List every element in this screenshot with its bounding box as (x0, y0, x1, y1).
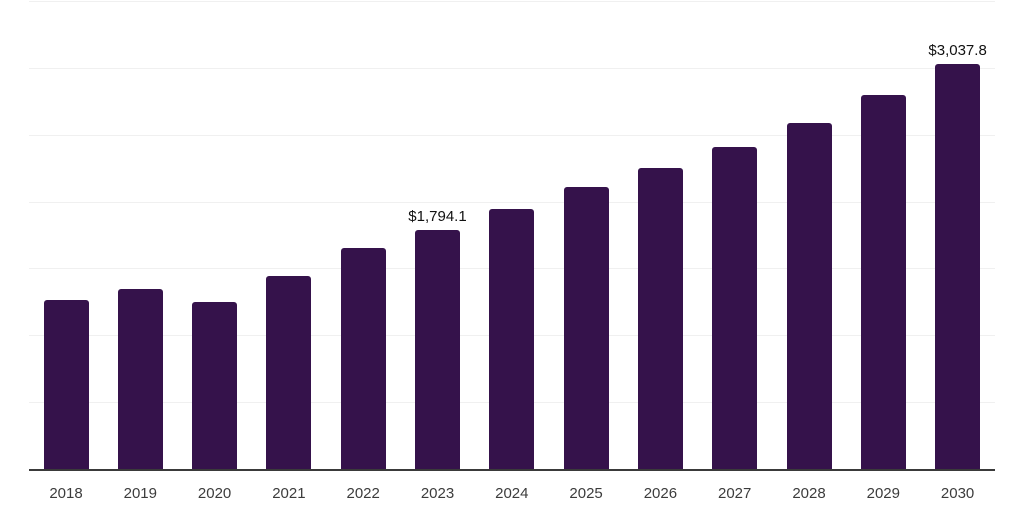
x-tick-label-2025: 2025 (569, 485, 603, 502)
bar-2030 (935, 63, 981, 470)
x-tick-label-2030: 2030 (940, 485, 975, 502)
x-tick-label-2024: 2024 (495, 485, 529, 502)
bar-2026 (637, 168, 683, 470)
plot-area: $1,794.1 $3,037.8 (29, 1, 995, 470)
y-gridline (29, 1, 995, 2)
bar-2021 (266, 275, 312, 470)
bar-2022 (340, 247, 386, 470)
bar-2020 (192, 301, 238, 470)
x-tick-label-2028: 2028 (792, 485, 826, 502)
x-tick-label-2021: 2021 (272, 485, 306, 502)
x-axis-line (29, 469, 995, 471)
bar-2023 (415, 230, 460, 470)
x-tick-label-2020: 2020 (197, 485, 232, 502)
bar-2027 (712, 146, 758, 470)
bar-2018 (43, 299, 89, 470)
x-tick-label-2027: 2027 (718, 485, 752, 502)
bar-2024 (489, 209, 535, 470)
x-tick-label-2018: 2018 (49, 485, 83, 502)
x-tick-label-2023: 2023 (420, 485, 455, 502)
value-label-2023: $1,794.1 (408, 208, 467, 226)
x-tick-label-2026: 2026 (643, 485, 678, 502)
x-tick-label-2019: 2019 (123, 485, 157, 502)
y-gridline (29, 68, 995, 69)
bar-2029 (860, 94, 906, 470)
x-tick-label-2022: 2022 (346, 485, 380, 502)
y-gridline (29, 135, 995, 136)
bar-2025 (563, 186, 609, 470)
bar-2028 (786, 122, 832, 470)
x-tick-label-2029: 2029 (866, 485, 900, 502)
value-label-2030: $3,037.8 (928, 41, 987, 59)
y-gridline (29, 202, 995, 203)
bar-2019 (117, 289, 163, 470)
